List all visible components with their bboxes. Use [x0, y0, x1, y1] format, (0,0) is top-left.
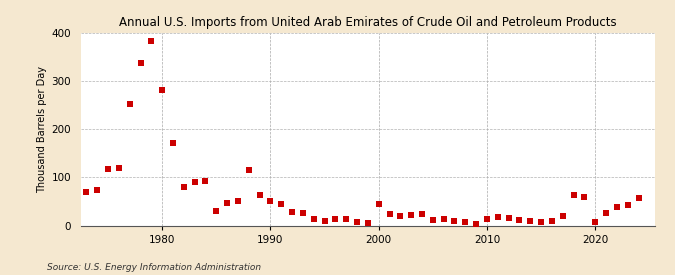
Point	[514, 218, 525, 222]
Point	[222, 201, 233, 205]
Point	[384, 212, 395, 216]
Point	[287, 209, 298, 214]
Point	[330, 217, 341, 221]
Point	[395, 214, 406, 219]
Point	[481, 217, 492, 221]
Point	[341, 217, 352, 221]
Point	[135, 61, 146, 65]
Point	[406, 213, 416, 218]
Point	[558, 214, 568, 218]
Point	[276, 202, 287, 206]
Point	[146, 39, 157, 43]
Point	[438, 217, 449, 221]
Point	[157, 88, 167, 92]
Title: Annual U.S. Imports from United Arab Emirates of Crude Oil and Petroleum Product: Annual U.S. Imports from United Arab Emi…	[119, 16, 617, 29]
Point	[265, 199, 276, 204]
Point	[633, 196, 644, 200]
Point	[211, 208, 221, 213]
Point	[373, 202, 384, 207]
Point	[568, 193, 579, 197]
Point	[536, 219, 547, 224]
Point	[81, 190, 92, 194]
Point	[547, 218, 558, 223]
Point	[189, 180, 200, 184]
Point	[449, 219, 460, 223]
Point	[492, 214, 503, 219]
Point	[92, 188, 103, 192]
Point	[590, 219, 601, 224]
Point	[308, 217, 319, 221]
Point	[233, 199, 244, 204]
Text: Source: U.S. Energy Information Administration: Source: U.S. Energy Information Administ…	[47, 263, 261, 272]
Point	[124, 101, 135, 106]
Point	[362, 221, 373, 225]
Point	[427, 218, 438, 222]
Point	[460, 220, 470, 224]
Point	[319, 218, 330, 223]
Point	[352, 219, 362, 224]
Point	[601, 210, 612, 215]
Point	[612, 205, 622, 210]
Point	[622, 203, 633, 207]
Point	[525, 218, 536, 223]
Point	[113, 166, 124, 170]
Point	[167, 141, 178, 145]
Point	[579, 194, 590, 199]
Point	[244, 167, 254, 172]
Point	[298, 210, 308, 215]
Point	[200, 179, 211, 183]
Point	[178, 185, 189, 189]
Point	[416, 212, 427, 216]
Point	[254, 193, 265, 197]
Point	[503, 216, 514, 221]
Point	[470, 222, 481, 226]
Point	[103, 166, 113, 171]
Y-axis label: Thousand Barrels per Day: Thousand Barrels per Day	[38, 66, 47, 193]
